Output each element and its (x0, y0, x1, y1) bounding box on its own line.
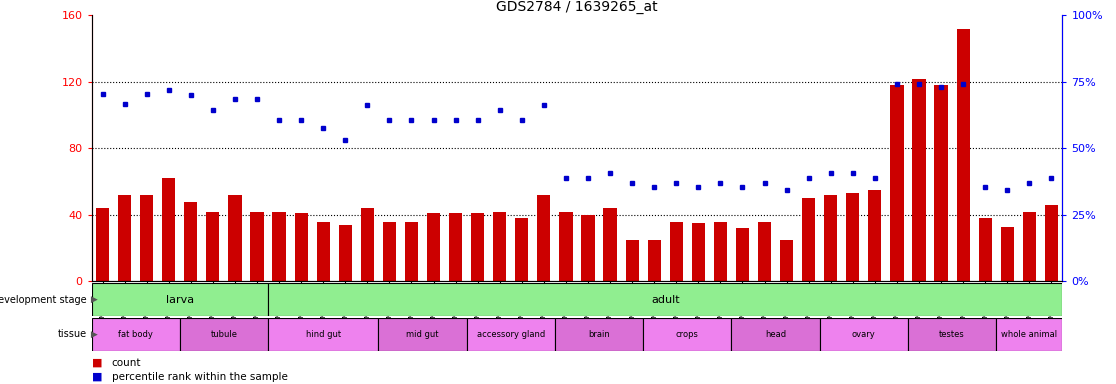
Bar (206, 212, 220, 281)
Bar (295, 213, 308, 281)
Bar (118, 195, 132, 281)
Text: ▶: ▶ (88, 330, 98, 339)
Bar (427, 213, 440, 281)
Text: tissue: tissue (58, 329, 87, 339)
Bar (272, 212, 286, 281)
Bar (820, 318, 908, 351)
Text: accessory gland: accessory gland (477, 330, 545, 339)
Bar (714, 222, 727, 281)
Text: brain: brain (588, 330, 610, 339)
Bar (626, 240, 638, 281)
Text: ■: ■ (92, 358, 102, 368)
Text: count: count (112, 358, 141, 368)
Bar (692, 223, 705, 281)
Text: adult: adult (651, 295, 680, 305)
Bar (184, 202, 198, 281)
Text: head: head (764, 330, 786, 339)
Bar (934, 85, 947, 281)
Bar (956, 29, 970, 281)
Bar (1022, 212, 1036, 281)
Bar (378, 318, 466, 351)
Text: crops: crops (676, 330, 699, 339)
Bar (979, 218, 992, 281)
Bar (383, 222, 396, 281)
Text: larva: larva (165, 295, 194, 305)
Text: percentile rank within the sample: percentile rank within the sample (112, 372, 288, 382)
Text: ovary: ovary (852, 330, 876, 339)
Title: GDS2784 / 1639265_at: GDS2784 / 1639265_at (497, 0, 657, 14)
Bar (268, 283, 1062, 316)
Bar (493, 212, 507, 281)
Bar (604, 208, 617, 281)
Bar (449, 213, 462, 281)
Bar (229, 195, 241, 281)
Bar (141, 195, 153, 281)
Bar (559, 212, 573, 281)
Bar (647, 240, 661, 281)
Bar (581, 215, 595, 281)
Bar (735, 228, 749, 281)
Bar (731, 318, 820, 351)
Bar (405, 222, 418, 281)
Text: ■: ■ (92, 372, 102, 382)
Bar (802, 198, 816, 281)
Bar (180, 318, 268, 351)
Bar (471, 213, 484, 281)
Bar (96, 208, 109, 281)
Bar (643, 318, 731, 351)
Bar (250, 212, 263, 281)
Bar (360, 208, 374, 281)
Text: ▶: ▶ (88, 295, 98, 304)
Bar (868, 190, 882, 281)
Bar (92, 318, 180, 351)
Text: fat body: fat body (118, 330, 153, 339)
Bar (670, 222, 683, 281)
Bar (317, 222, 330, 281)
Bar (338, 225, 352, 281)
Bar (846, 193, 859, 281)
Bar (1045, 205, 1058, 281)
Bar (891, 85, 904, 281)
Bar (537, 195, 550, 281)
Bar (824, 195, 837, 281)
Bar (780, 240, 793, 281)
Bar (908, 318, 997, 351)
Bar (1001, 227, 1014, 281)
Text: testes: testes (940, 330, 965, 339)
Text: tubule: tubule (211, 330, 238, 339)
Bar (913, 79, 925, 281)
Text: hind gut: hind gut (306, 330, 340, 339)
Text: mid gut: mid gut (406, 330, 439, 339)
Bar (555, 318, 643, 351)
Bar (997, 318, 1062, 351)
Bar (758, 222, 771, 281)
Bar (268, 318, 378, 351)
Text: development stage: development stage (0, 295, 87, 305)
Bar (516, 218, 529, 281)
Bar (92, 283, 268, 316)
Text: whole animal: whole animal (1001, 330, 1057, 339)
Bar (162, 178, 175, 281)
Bar (466, 318, 555, 351)
